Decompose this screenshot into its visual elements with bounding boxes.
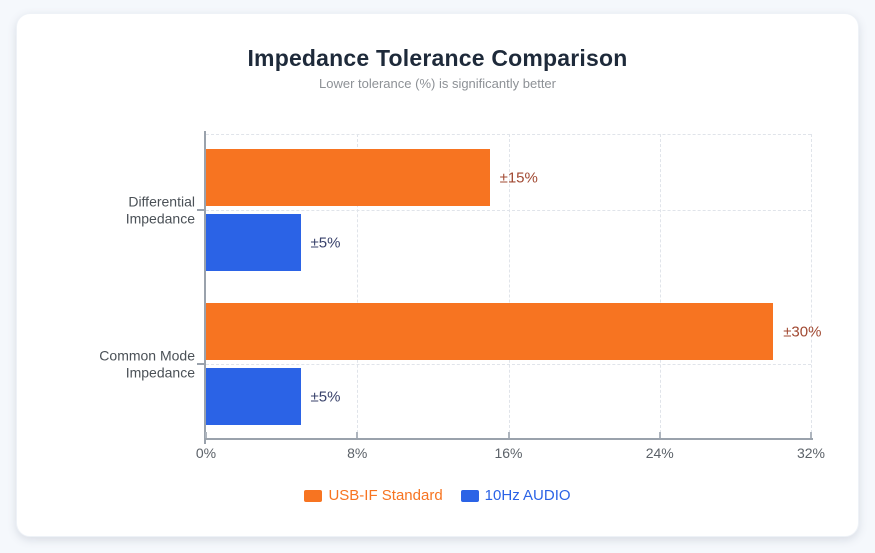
gridline-horizontal-differential-impedance (206, 210, 811, 211)
gridline-vertical-8 (357, 134, 359, 438)
gridline-vertical-16 (508, 134, 510, 438)
y-axis-line (204, 131, 206, 444)
legend-label-usb-if-standard: USB-IF Standard (328, 487, 443, 504)
x-tick-label-8: 8% (347, 445, 368, 461)
y-axis-tick-common-mode-impedance (197, 363, 204, 365)
x-tick-label-32: 32% (796, 445, 826, 461)
x-axis-tick-16 (507, 432, 510, 438)
bar-10hz-audio-differential-impedance[interactable] (206, 214, 301, 271)
bar-usb-if-standard-common-mode-impedance[interactable] (206, 303, 774, 360)
chart-subtitle: Lower tolerance (%) is significantly bet… (319, 76, 556, 91)
legend: USB-IF Standard 10Hz AUDIO (17, 487, 858, 504)
data-label-usb-if-standard-common-mode-impedance: ±30% (783, 323, 822, 340)
x-axis-line (204, 438, 813, 440)
legend-swatch-10hz-audio (460, 489, 479, 502)
y-axis-tick-differential-impedance (197, 209, 204, 211)
x-tick-label-16: 16% (494, 445, 523, 461)
chart-title: Impedance Tolerance Comparison (247, 45, 628, 71)
legend-item-usb-if-standard[interactable]: USB-IF Standard (304, 487, 443, 504)
gridline-horizontal-common-mode-impedance (206, 364, 811, 365)
category-label-common-mode-impedance: Common Mode Impedance (99, 347, 195, 380)
legend-swatch-usb-if-standard (304, 489, 323, 502)
gridline-vertical-32 (811, 134, 812, 438)
legend-label-10hz-audio: 10Hz AUDIO (484, 487, 571, 504)
x-tick-label-0: 0% (195, 445, 217, 461)
plot-area: ±15% ±5% ±30% ±5% Differential Impedance Com… (99, 131, 825, 461)
bar-usb-if-standard-differential-impedance[interactable] (206, 149, 490, 206)
gridline-vertical-24 (659, 134, 661, 438)
bar-10hz-audio-common-mode-impedance[interactable] (206, 368, 301, 425)
x-axis-tick-24 (658, 432, 661, 438)
x-axis-tick-8 (356, 432, 359, 438)
data-label-usb-if-standard-differential-impedance: ±15% (499, 169, 538, 186)
x-tick-label-24: 24% (645, 445, 674, 461)
chart-card: Impedance Tolerance Comparison Lower tol… (16, 13, 859, 537)
legend-item-10hz-audio[interactable]: 10Hz AUDIO (460, 487, 571, 504)
x-axis-tick-32 (810, 432, 812, 438)
x-axis-tick-0 (205, 432, 207, 438)
data-label-10hz-audio-common-mode-impedance: ±5% (310, 388, 341, 405)
category-label-differential-impedance: Differential Impedance (125, 193, 195, 226)
data-label-10hz-audio-differential-impedance: ±5% (310, 234, 341, 251)
